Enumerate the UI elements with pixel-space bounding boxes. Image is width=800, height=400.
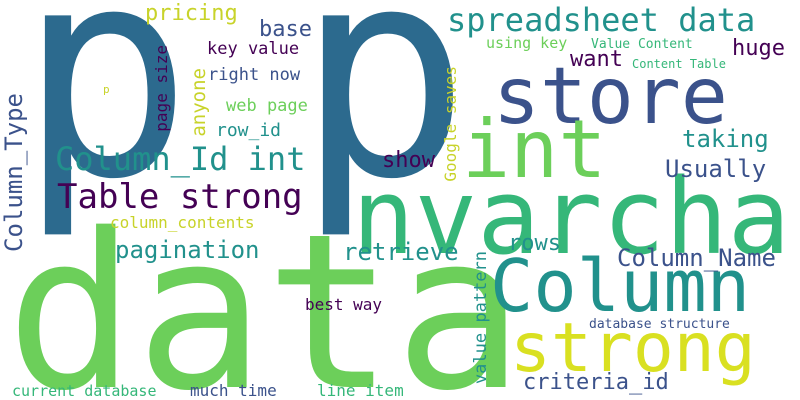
word-show: show [382, 148, 435, 173]
word-value-content: Value Content [591, 37, 693, 52]
word-p-right: p [296, 0, 471, 243]
word-rows: rows [508, 231, 561, 256]
word-nvarchar: nvarchar [352, 156, 800, 278]
word-page-size: page size [152, 45, 171, 132]
word-using-key: using key [486, 34, 568, 52]
word-database-structure: database structure [589, 317, 730, 332]
word-data: data [6, 187, 524, 400]
word-store: store [493, 52, 728, 142]
word-retrieve: retrieve [343, 238, 459, 266]
word-criteria-id: criteria_id [523, 370, 669, 395]
word-column: Column [490, 244, 751, 328]
word-p-small: p [103, 83, 110, 96]
word-content-table: Content Table [632, 57, 726, 71]
word-current-database: current database [12, 382, 157, 400]
word-pagination: pagination [115, 236, 260, 264]
word-column-contents: column_contents [110, 213, 255, 232]
word-int: int [462, 103, 607, 196]
word-column-id-int: Column_Id int [55, 140, 306, 178]
word-best-way: best way [305, 295, 383, 314]
word-column-type: Column_Type [0, 93, 28, 252]
word-spreadsheet-data: spreadsheet data [447, 1, 756, 39]
word-line-item: line item [317, 381, 404, 400]
word-anyone: anyone [188, 68, 210, 137]
word-want: want [570, 47, 623, 72]
word-strong: strong [510, 309, 756, 388]
word-p-left: p [18, 0, 193, 243]
word-pricing: pricing [145, 1, 238, 26]
word-value-pattern: value pattern [471, 251, 491, 385]
word-key-value: key value [207, 39, 300, 59]
word-column-name: Column_Name [617, 244, 776, 272]
word-google-saves: Google saves [441, 66, 460, 182]
word-right-now: right now [208, 65, 301, 85]
word-huge: huge [732, 36, 785, 61]
word-row-id: row_id [216, 120, 282, 141]
word-base: base [259, 17, 312, 42]
word-usually: Usually [665, 155, 767, 183]
word-taking: taking [682, 125, 769, 153]
word-much-time: much time [190, 381, 277, 400]
word-web-page: web page [226, 96, 308, 116]
word-table-strong: Table strong [57, 177, 303, 217]
